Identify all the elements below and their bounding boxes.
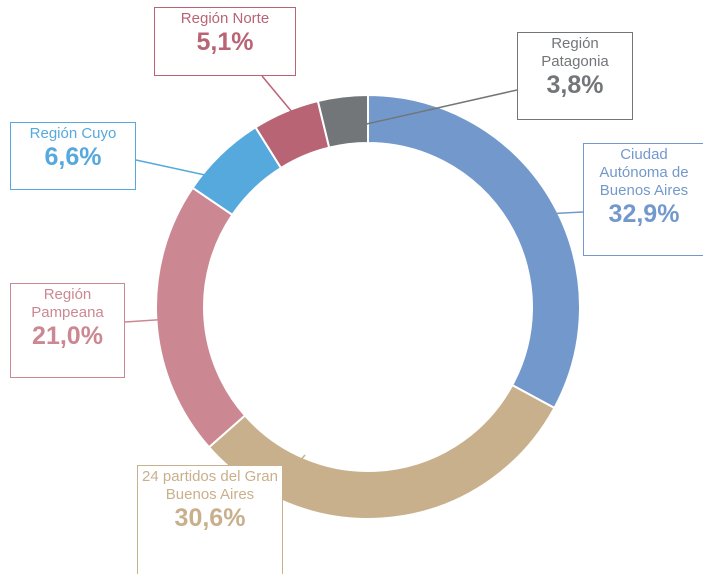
data-label: Región Cuyo 6,6%	[10, 122, 136, 190]
category-label: Región Patagonia	[541, 35, 609, 70]
category-label: Región Cuyo	[29, 125, 117, 142]
data-label: 24 partidos del Gran Buenos Aires 30,6%	[137, 465, 283, 574]
value-label: 6,6%	[44, 143, 102, 171]
leader-line	[261, 75, 293, 113]
value-label: 3,8%	[546, 71, 604, 99]
category-label: Ciudad Autónoma de Buenos Aires	[599, 146, 689, 199]
value-label: 21,0%	[32, 322, 103, 350]
category-label: 24 partidos del Gran Buenos Aires	[142, 468, 278, 503]
donut-slice	[367, 93, 581, 410]
leader-line	[524, 211, 584, 216]
leader-line	[282, 454, 306, 481]
donut-slice	[155, 186, 247, 449]
data-label: Región Norte 5,1%	[154, 7, 296, 76]
donut-slice	[316, 93, 369, 149]
data-label: Región Patagonia 3,8%	[517, 32, 633, 120]
leader-line	[135, 159, 206, 176]
category-label: Región Pampeana	[31, 286, 104, 321]
leader-line	[124, 317, 186, 323]
data-label: Ciudad Autónoma de Buenos Aires 32,9%	[583, 143, 703, 256]
category-label: Región Norte	[180, 10, 270, 27]
value-label: 30,6%	[174, 504, 246, 532]
value-label: 5,1%	[196, 28, 254, 56]
leader-line	[361, 89, 518, 126]
value-label: 32,9%	[608, 200, 680, 228]
data-label: Región Pampeana 21,0%	[10, 283, 125, 378]
